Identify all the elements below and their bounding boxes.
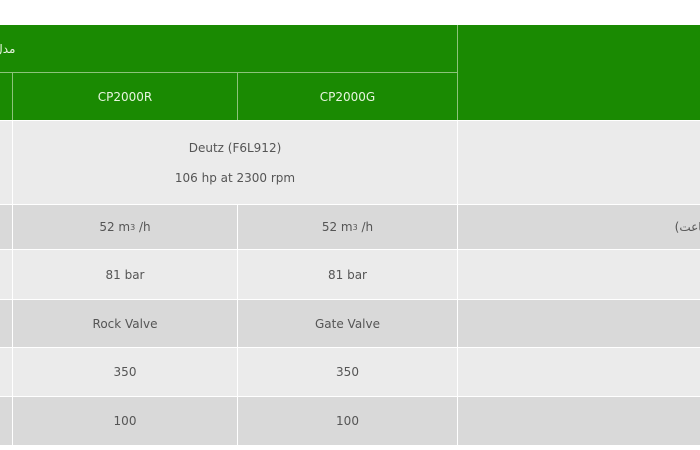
row-4-blank <box>0 348 12 396</box>
row-5-blank <box>0 397 12 445</box>
row-valve-blank <box>0 300 12 347</box>
model-group-header: مدل <box>0 25 457 72</box>
row-5-cp2000r: 100 <box>13 397 237 445</box>
engine-model: Deutz (F6L912) <box>188 140 282 155</box>
model-header-cp2000r: CP2000R <box>13 73 237 120</box>
row-engine-label <box>458 121 700 204</box>
row-flow-blank <box>0 205 12 249</box>
row-5-label <box>458 397 700 445</box>
model-header-cp2000g: CP2000G <box>238 73 457 120</box>
row-4-label <box>458 348 700 396</box>
row-4-cp2000r: 350 <box>13 348 237 396</box>
model-label: مدل <box>0 41 16 56</box>
row-4-cp2000g: 350 <box>238 348 457 396</box>
valve-cp2000g: Gate Valve <box>238 300 457 347</box>
pressure-cp2000g: 81 bar <box>238 250 457 299</box>
row-pressure-blank <box>0 250 12 299</box>
row-flow-label: ساعت) <box>458 205 700 249</box>
engine-cell: Deutz (F6L912) 106 hp at 2300 rpm <box>13 121 457 204</box>
row-valve-label <box>458 300 700 347</box>
row-engine-blank <box>0 121 12 204</box>
label-column-header <box>458 25 700 120</box>
row-pressure-label <box>458 250 700 299</box>
engine-power: 106 hp at 2300 rpm <box>174 170 296 185</box>
header-cell-blank <box>0 73 12 120</box>
pressure-cp2000r: 81 bar <box>13 250 237 299</box>
row-5-cp2000g: 100 <box>238 397 457 445</box>
valve-cp2000r: Rock Valve <box>13 300 237 347</box>
